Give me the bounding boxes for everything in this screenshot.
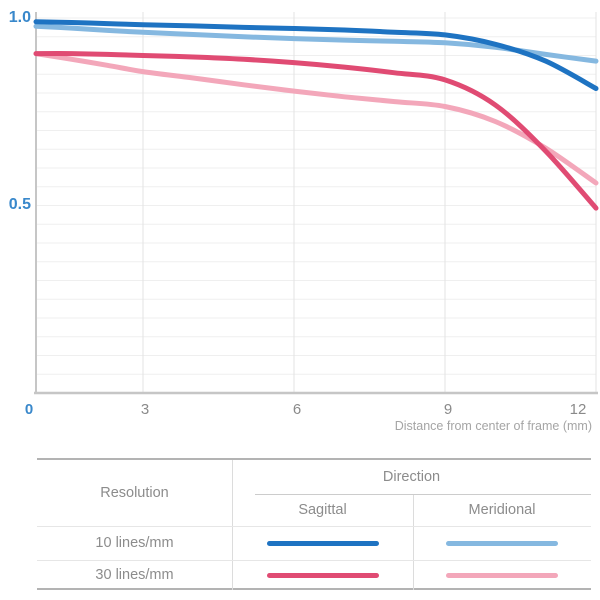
- swatch-10-meridional: [446, 541, 558, 546]
- swatch-30-sagittal: [267, 573, 379, 578]
- x-axis-label: Distance from center of frame (mm): [394, 419, 592, 433]
- swatch-30-meridional: [446, 573, 558, 578]
- table-row-separator: [37, 526, 591, 527]
- curve-30-lines-mm-meridional: [33, 51, 599, 186]
- row-label-10-lines: 10 lines/mm: [95, 535, 174, 551]
- resolution-header: Resolution: [100, 485, 169, 501]
- curve-10-lines-mm-sagittal: [33, 19, 599, 91]
- row-label-30-lines: 30 lines/mm: [95, 567, 174, 583]
- x-axis-tick-9: 9: [443, 401, 453, 418]
- meridional-header: Meridional: [468, 502, 536, 518]
- swatch-10-sagittal: [267, 541, 379, 546]
- x-axis-tick-12: 12: [569, 401, 587, 418]
- direction-header: Direction: [382, 469, 441, 485]
- table-row-separator: [37, 560, 591, 561]
- plot-canvas: [33, 12, 599, 395]
- y-axis-tick-1.0: 1.0: [8, 9, 31, 26]
- x-axis-tick-6: 6: [292, 401, 302, 418]
- curve-10-lines-mm-meridional: [33, 23, 599, 64]
- table-divider-vertical-2: [413, 494, 414, 590]
- table-divider-vertical-1: [232, 460, 233, 590]
- curve-30-lines-mm-sagittal: [33, 51, 599, 211]
- mtf-chart: 1.0 0.5 0 3 6 9 12 Distance from center …: [8, 9, 599, 433]
- sagittal-header: Sagittal: [298, 502, 347, 518]
- legend-table: Resolution Direction Sagittal Meridional…: [37, 458, 591, 590]
- x-axis-tick-0: 0: [24, 401, 34, 418]
- direction-underline: [255, 494, 591, 495]
- y-axis-tick-0.5: 0.5: [8, 196, 31, 213]
- x-axis-tick-3: 3: [140, 401, 150, 418]
